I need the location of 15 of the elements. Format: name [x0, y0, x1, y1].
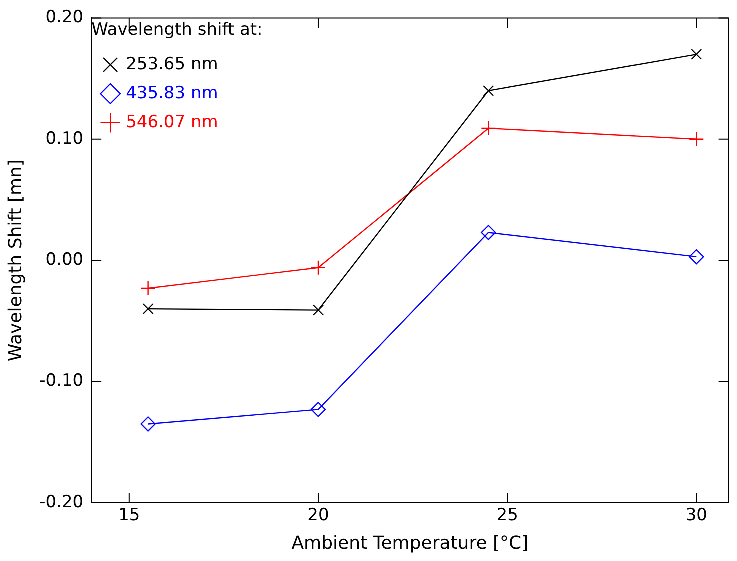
legend-label: 435.83 nm [126, 83, 218, 104]
y-axis-title: Wavelength Shift [mn] [5, 160, 26, 362]
legend-label: 546.07 nm [126, 112, 218, 132]
x-tick-label: 15 [118, 506, 140, 526]
x-tick-label: 25 [496, 506, 518, 526]
x-tick-label: 20 [308, 506, 330, 526]
y-tick-label: 0.20 [46, 8, 84, 28]
x-axis-title: Ambient Temperature [°C] [292, 532, 529, 554]
y-tick-label: 0.10 [46, 128, 84, 149]
legend-label: 253.65 nm [126, 54, 218, 74]
y-tick-label: 0.00 [46, 250, 84, 270]
legend-title: Wavelength shift at: [92, 20, 263, 40]
y-tick-label: -0.20 [40, 492, 84, 512]
x-tick-label: 30 [686, 506, 708, 526]
y-tick-label: -0.10 [40, 371, 84, 392]
